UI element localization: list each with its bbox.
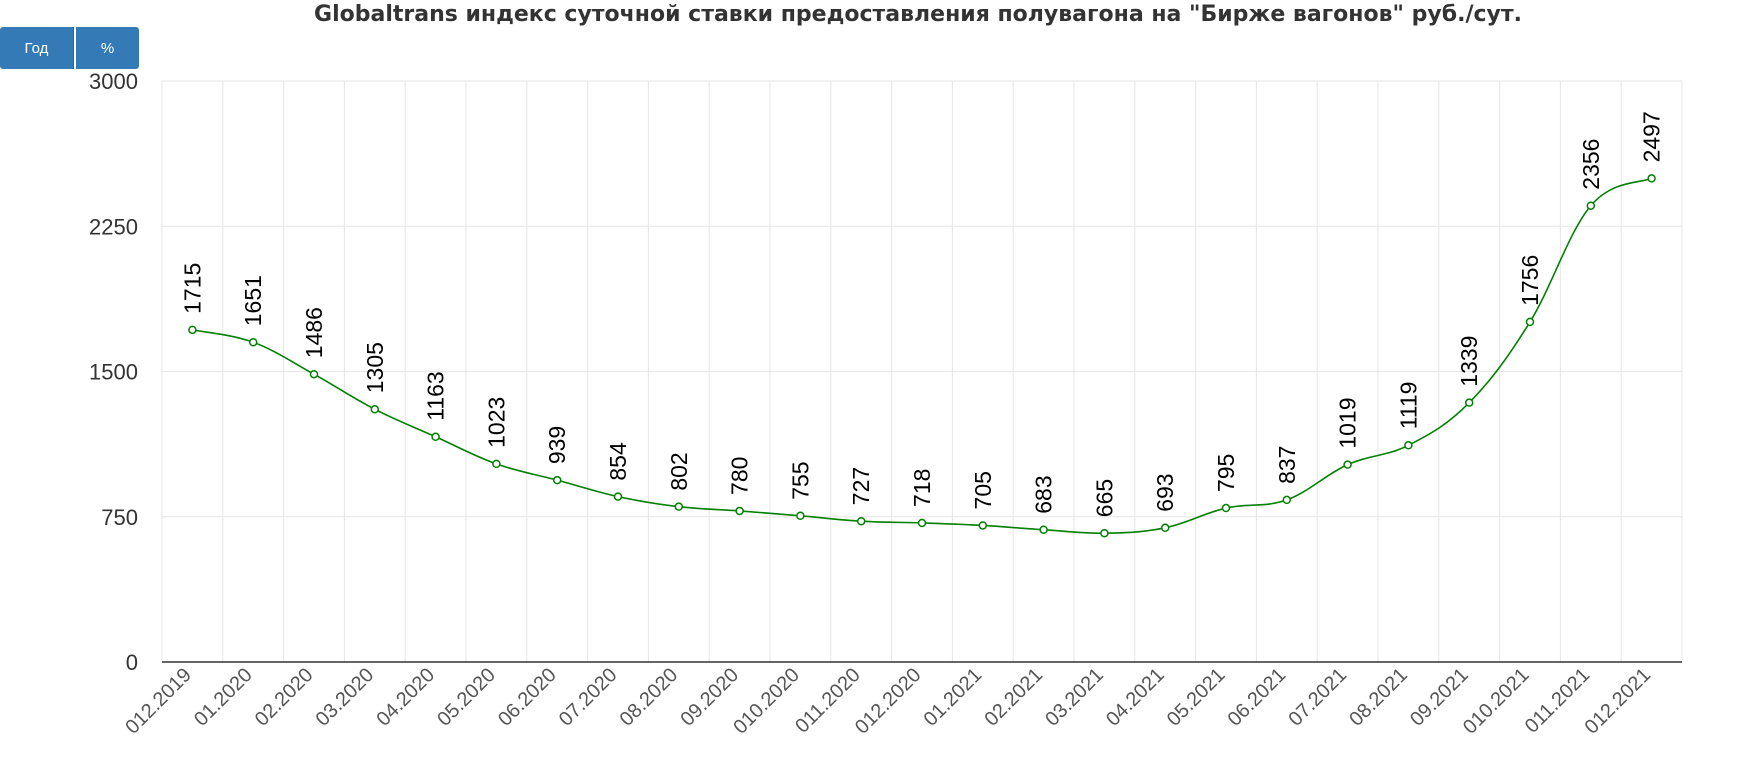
data-point [188, 325, 197, 335]
x-axis: 012.201901.202002.202003.202004.202005.2… [121, 661, 1682, 739]
data-point [856, 516, 866, 526]
data-label: 1119 [1395, 382, 1421, 430]
data-point [431, 432, 440, 442]
data-labels: 1715 1651 1486 1305 1163 1023 939 854 802 780 755 7… [179, 111, 1664, 517]
data-label: 683 [1031, 475, 1057, 513]
chart-title: Globaltrans индекс суточной ставки предо… [314, 2, 1522, 27]
data-point [309, 369, 319, 379]
data-label: 802 [666, 452, 692, 490]
data-label: 2356 [1578, 139, 1604, 190]
x-tick-label: 06.2021 [1224, 664, 1291, 731]
y-tick-label: 0 [126, 650, 138, 675]
data-point [248, 338, 258, 347]
data-label: 1019 [1335, 397, 1361, 448]
year-button[interactable]: Год [0, 27, 74, 69]
data-point [978, 521, 988, 530]
x-tick-label: 07.2020 [555, 664, 622, 731]
data-point [674, 502, 684, 511]
x-tick-label: 02.2021 [980, 664, 1047, 731]
data-point [613, 492, 623, 501]
data-point [1464, 398, 1474, 407]
data-label: 1486 [301, 307, 327, 358]
x-tick-label: 03.2020 [312, 664, 379, 731]
data-label: 795 [1213, 454, 1239, 492]
data-label: 837 [1274, 446, 1300, 484]
x-tick-label: 01.2021 [920, 664, 987, 731]
data-label: 1305 [362, 342, 388, 393]
data-label: 939 [544, 426, 570, 464]
data-point [735, 506, 744, 516]
data-point [1160, 523, 1170, 533]
x-tick-label: 012.2020 [851, 664, 926, 739]
data-point [1586, 201, 1596, 210]
data-point [552, 475, 562, 485]
x-tick-label: 06.2020 [494, 664, 561, 731]
data-point [1039, 525, 1048, 534]
data-point [1525, 317, 1535, 327]
y-tick-label: 2250 [89, 214, 138, 239]
x-tick-label: 03.2021 [1041, 664, 1108, 731]
data-label: 1023 [483, 397, 509, 448]
data-label: 727 [848, 467, 874, 505]
x-tick-label: 04.2021 [1102, 664, 1169, 731]
data-point [1404, 441, 1413, 450]
data-points [188, 174, 1656, 538]
data-point [1221, 503, 1231, 513]
y-axis: 0 750 1500 2250 3000 [89, 69, 138, 675]
data-label: 705 [970, 471, 996, 509]
x-tick-label: 04.2020 [372, 664, 439, 731]
data-label: 665 [1091, 479, 1117, 517]
x-tick-label: 02.2020 [251, 664, 318, 731]
data-point [1100, 528, 1109, 538]
data-label: 693 [1152, 473, 1178, 511]
x-tick-label: 01.2020 [190, 664, 257, 731]
x-tick-label: 010.2020 [729, 664, 804, 739]
y-tick-label: 3000 [89, 69, 138, 94]
x-tick-label: 07.2021 [1284, 664, 1351, 731]
data-point [796, 511, 805, 521]
data-label: 1339 [1456, 336, 1482, 387]
data-label: 1756 [1517, 255, 1543, 306]
x-tick-label: 08.2020 [616, 664, 683, 731]
x-tick-label: 012.2019 [121, 664, 196, 739]
percent-button[interactable]: % [76, 27, 139, 69]
data-label: 780 [727, 457, 753, 495]
data-point [492, 459, 501, 469]
x-tick-label: 08.2021 [1345, 664, 1412, 731]
x-tick-label: 05.2020 [433, 664, 500, 731]
data-point [1282, 495, 1292, 505]
grid-lines [161, 80, 1683, 662]
x-tick-label: 010.2021 [1459, 664, 1534, 739]
data-label: 755 [787, 461, 813, 499]
data-point [917, 518, 927, 528]
x-tick-label: 012.2021 [1581, 664, 1656, 739]
data-label: 1651 [240, 275, 266, 326]
data-label: 854 [605, 442, 631, 481]
x-tick-label: 05.2021 [1163, 664, 1230, 731]
data-point [370, 405, 380, 414]
y-tick-label: 750 [101, 505, 138, 530]
data-label: 1715 [179, 263, 205, 314]
chart-mode-buttons: Год % [0, 27, 139, 69]
data-label: 718 [909, 469, 935, 507]
data-label: 1163 [423, 371, 449, 420]
data-label: 2497 [1639, 111, 1665, 162]
data-point [1343, 460, 1352, 469]
y-tick-label: 1500 [89, 360, 138, 385]
data-point [1647, 174, 1656, 183]
